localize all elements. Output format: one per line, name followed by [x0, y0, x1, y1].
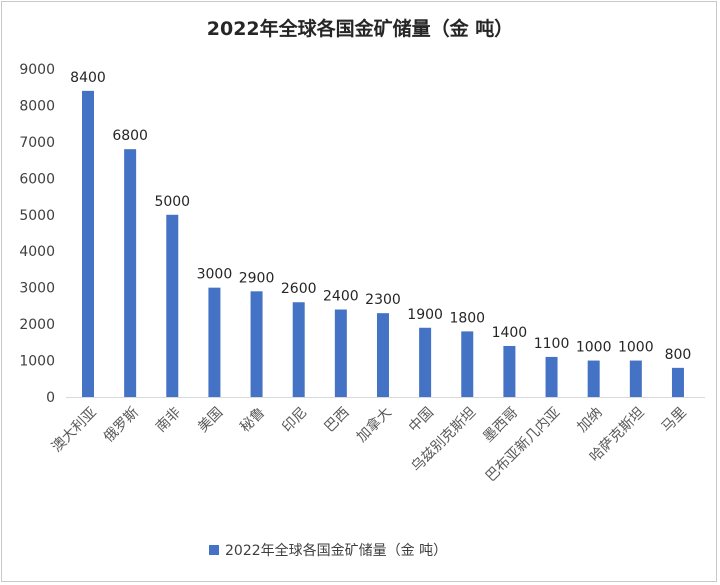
category-label: 俄罗斯: [101, 405, 142, 446]
data-label: 1100: [534, 336, 570, 352]
data-label: 1000: [576, 340, 612, 356]
bar: [461, 331, 474, 397]
bar: [208, 287, 221, 397]
chart-title: 2022年全球各国金矿储量（金 吨）: [207, 17, 514, 40]
bar: [250, 291, 263, 397]
bar: [376, 313, 389, 397]
y-tick-label: 7000: [19, 135, 55, 151]
legend: 2022年全球各国金矿储量（金 吨）: [209, 542, 447, 559]
category-label: 巴西: [322, 405, 353, 436]
data-label: 1000: [618, 340, 654, 356]
y-axis: 0 1000 2000 3000 4000 5000 6000 7000 8000 9000: [19, 62, 55, 406]
y-tick-label: 1000: [19, 354, 55, 370]
category-label: 加拿大: [353, 404, 395, 446]
bar: [503, 345, 516, 397]
y-tick-label: 6000: [19, 171, 55, 187]
data-label: 3000: [197, 267, 233, 283]
data-label: 2600: [281, 281, 317, 297]
y-tick-label: 0: [46, 390, 55, 406]
bar: [671, 367, 684, 397]
category-label: 南非: [153, 405, 184, 436]
data-label: 6800: [112, 128, 148, 144]
data-label: 5000: [154, 194, 190, 210]
category-label: 巴布亚新几内亚: [483, 405, 564, 486]
bar: [334, 309, 347, 397]
bar: [292, 302, 305, 397]
data-labels: 8400 6800 5000 3000 2900 2600 2400 2300 1900 1800…: [70, 70, 691, 363]
y-tick-label: 2000: [19, 317, 55, 333]
y-tick-label: 9000: [19, 62, 55, 78]
bar: [629, 360, 642, 397]
legend-swatch: [209, 545, 219, 555]
data-label: 1900: [407, 307, 443, 323]
category-label: 加纳: [574, 405, 605, 436]
y-tick-label: 3000: [19, 281, 55, 297]
data-label: 1400: [492, 325, 528, 341]
category-label: 中国: [406, 405, 437, 436]
data-label: 2300: [365, 292, 401, 308]
category-label: 墨西哥: [480, 405, 521, 446]
data-label: 1800: [449, 310, 485, 326]
category-label: 秘鲁: [237, 405, 268, 436]
y-tick-label: 4000: [19, 244, 55, 260]
bar: [166, 214, 179, 397]
category-label: 印尼: [279, 405, 310, 436]
data-label: 8400: [70, 70, 106, 86]
bar: [419, 327, 432, 397]
bar: [124, 149, 137, 397]
y-tick-label: 8000: [19, 98, 55, 114]
category-label: 美国: [195, 405, 226, 436]
data-label: 2900: [239, 270, 275, 286]
bars: [82, 90, 684, 397]
data-label: 2400: [323, 289, 359, 305]
legend-label: 2022年全球各国金矿储量（金 吨）: [225, 542, 447, 559]
bar: [82, 90, 94, 397]
y-tick-label: 5000: [19, 208, 55, 224]
category-label: 马里: [659, 405, 690, 436]
bar: [545, 356, 558, 397]
category-label: 澳大利亚: [49, 405, 100, 456]
data-label: 800: [665, 347, 692, 363]
bar: [587, 360, 600, 397]
